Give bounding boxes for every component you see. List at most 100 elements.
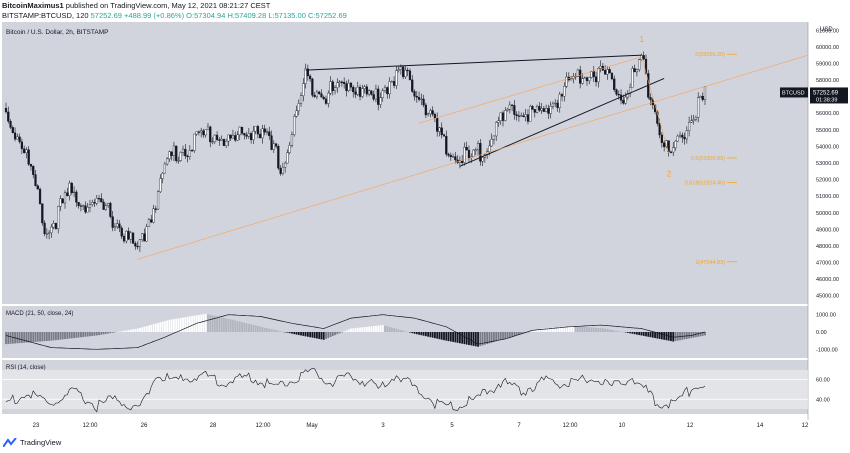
candle [284,161,287,173]
candle [510,104,514,112]
candle-body [159,178,162,192]
candle-body [18,136,21,143]
candle [211,137,214,145]
candle-body [390,81,393,83]
macd-histogram-bar [145,326,148,332]
time-tick-label: 5 [450,423,454,429]
candle-body [111,216,114,228]
candle [331,79,334,96]
candle [322,95,325,101]
candle [34,169,37,187]
chart-area[interactable]: USD 45000.00 46000.00 47000.00 48000.00 49000… [0,22,850,432]
price-chart-svg[interactable]: USD 45000.00 46000.00 47000.00 48000.00 49000… [0,22,850,432]
macd-histogram-bar [55,332,57,341]
macd-histogram-bar [654,332,656,339]
candle-body [270,135,273,150]
macd-histogram-bar [102,332,105,335]
candle [225,138,228,149]
candle-body [488,145,491,152]
macd-histogram-bar [454,332,457,343]
macd-histogram-bar [300,332,302,336]
price-tick-label: 55000.00 [816,128,839,134]
candle-body [506,109,509,111]
candle [213,134,216,145]
candle [515,111,518,121]
candle-body [365,86,368,95]
price-tick-label: 50000.00 [816,211,839,217]
candle-body [245,134,248,137]
candle [529,104,532,122]
candle-body [100,198,103,203]
candle [472,149,475,157]
macd-histogram-bar [443,332,445,341]
macd-histogram-bar [679,332,681,341]
candle [479,138,482,166]
candle [422,94,425,108]
candle [32,165,35,179]
macd-histogram-bar [138,327,141,332]
candle-body [336,82,339,88]
candle-body [554,102,557,105]
macd-histogram-bar [390,327,393,332]
candle [145,223,148,242]
candle [131,232,135,245]
time-tick-label: 23 [33,423,40,429]
macd-tick-label: 0.00 [816,330,827,336]
candle [134,241,137,250]
candle [465,141,468,151]
macd-histogram-bar [302,332,305,336]
candle [547,104,550,119]
candle [397,66,400,73]
macd-histogram-bar [188,316,191,332]
candle [154,205,157,213]
macd-histogram-bar [170,319,173,332]
candle [590,70,593,79]
candle-body [268,131,271,136]
macd-histogram-bar [574,326,577,332]
macd-histogram-bar [567,326,570,332]
candle [535,104,539,114]
candle-body [122,236,126,242]
macd-histogram-bar [581,326,584,332]
macd-histogram-bar [381,325,384,332]
macd-histogram-bar [61,332,64,340]
candle [599,60,602,73]
macd-histogram-bar [493,332,495,342]
candle-body [77,202,80,206]
macd-histogram-bar [515,332,518,336]
candle-body [50,226,53,234]
candle-body [349,82,353,88]
candle-body [322,96,325,100]
candle [209,125,212,148]
macd-histogram-bar [352,328,355,332]
candle-body [59,198,62,207]
candle-body [82,205,85,207]
macd-histogram-bar [104,332,107,334]
candle-body [406,69,409,72]
candle [451,153,455,158]
candle [356,81,359,97]
candle [25,147,28,159]
candle [75,189,78,208]
candle-body [461,160,464,163]
macd-histogram-bar [327,332,330,338]
candle-body [402,66,405,78]
candle [531,104,534,110]
candle-body [395,70,398,86]
candle-body [533,109,536,113]
candle [404,66,407,79]
candle-body [172,145,176,156]
candle-body [284,162,287,168]
candle [166,156,169,166]
price-tick-label: 47000.00 [816,261,839,267]
candle-body [238,126,241,136]
candle [324,95,328,106]
macd-histogram-bar [365,326,368,332]
candle-body [125,230,128,242]
macd-histogram-bar [672,332,675,342]
macd-histogram-bar [34,332,37,342]
macd-histogram-bar [163,321,166,332]
candle-body [184,148,187,157]
candle [631,66,634,88]
candle-body [72,191,76,194]
